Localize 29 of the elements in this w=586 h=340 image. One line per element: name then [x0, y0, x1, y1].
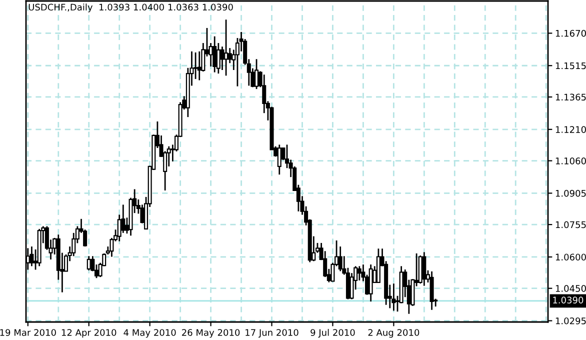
- y-tick-label: 1.1515: [556, 62, 586, 70]
- candlestick: [197, 50, 202, 81]
- y-tick-label: 1.1365: [556, 94, 586, 101]
- candlestick: [357, 265, 362, 282]
- candlestick: [224, 18, 228, 76]
- chart-title: USDCHF.,Daily 1.0393 1.0400 1.0363 1.0390: [28, 4, 233, 12]
- candlestick: [422, 251, 426, 287]
- y-tick-label: 1.0450: [556, 285, 586, 292]
- y-tick-label: 1.0295: [556, 317, 586, 324]
- candlestick: [30, 246, 34, 267]
- x-tick-label: 4 May 2010: [124, 329, 176, 338]
- candlestick: [392, 282, 396, 312]
- x-tick-label: 12 Apr 2010: [62, 329, 116, 338]
- x-tick-label: 2 Aug 2010: [368, 329, 420, 338]
- candlestick: [254, 58, 259, 90]
- x-tick-label: 19 Mar 2010: [0, 329, 56, 336]
- y-tick-label: 1.0755: [556, 221, 586, 228]
- y-tick-label: 1.0905: [556, 190, 586, 197]
- ref-line-label: 1.0390: [553, 296, 584, 304]
- y-tick-label: 1.1060: [556, 158, 586, 164]
- y-tick-label: 1.1210: [556, 126, 586, 133]
- x-tick-label: 9 Jul 2010: [310, 328, 355, 338]
- x-tick-label: 17 Jun 2010: [246, 329, 298, 338]
- candlestick: [277, 144, 282, 176]
- y-tick-label: 1.0600: [556, 254, 586, 261]
- y-tick-label: 1.1670: [556, 30, 586, 37]
- x-tick-label: 26 May 2010: [182, 329, 240, 338]
- candlestick: [86, 255, 91, 272]
- candlestick: [212, 36, 217, 74]
